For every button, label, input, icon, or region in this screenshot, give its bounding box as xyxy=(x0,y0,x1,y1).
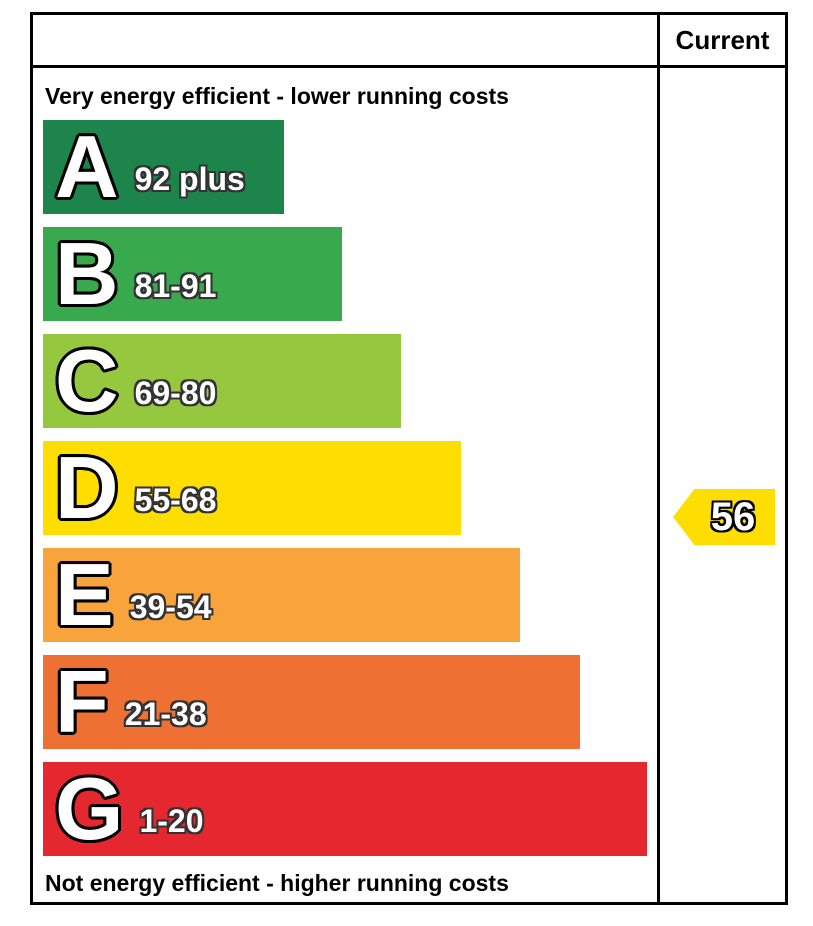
band-letter: G xyxy=(55,759,124,858)
bottom-efficiency-label: Not energy efficient - higher running co… xyxy=(45,870,509,896)
band-letter: E xyxy=(55,545,114,644)
band-letter: F xyxy=(55,652,109,751)
band-bar-a: A 92 plus xyxy=(43,120,284,214)
current-rating-value: 56 xyxy=(710,494,756,539)
band-bar-e: E 39-54 xyxy=(43,545,521,644)
top-efficiency-label: Very energy efficient - lower running co… xyxy=(45,83,509,109)
band-bar-f: F 21-38 xyxy=(43,655,580,749)
current-column-header: Current xyxy=(657,15,785,68)
band-range-label: 1-20 xyxy=(139,802,204,839)
band-range-label: 55-68 xyxy=(134,481,217,518)
epc-rating-chart: Current Very energy efficient - lower ru… xyxy=(30,12,788,905)
band-range-label: 69-80 xyxy=(134,374,217,411)
band-bar-c: C 69-80 xyxy=(43,334,401,428)
band-letter: D xyxy=(55,438,119,537)
band-letter: C xyxy=(55,331,119,430)
current-rating-marker: 56 xyxy=(673,489,775,545)
band-range-label: 81-91 xyxy=(134,267,217,304)
rating-bands-area: Very energy efficient - lower running co… xyxy=(33,68,657,902)
band-letter: B xyxy=(55,224,119,323)
band-range-label: 92 plus xyxy=(134,160,245,197)
band-bar-d: D 55-68 xyxy=(43,441,461,535)
current-rating-column: 56 xyxy=(657,68,785,902)
band-bar-b: B 81-91 xyxy=(43,224,343,323)
band-range-label: 21-38 xyxy=(124,695,207,732)
band-bar-g: G 1-20 xyxy=(43,759,648,858)
band-letter: A xyxy=(55,117,119,216)
band-range-label: 39-54 xyxy=(129,588,212,625)
header-spacer-cell xyxy=(33,15,657,68)
